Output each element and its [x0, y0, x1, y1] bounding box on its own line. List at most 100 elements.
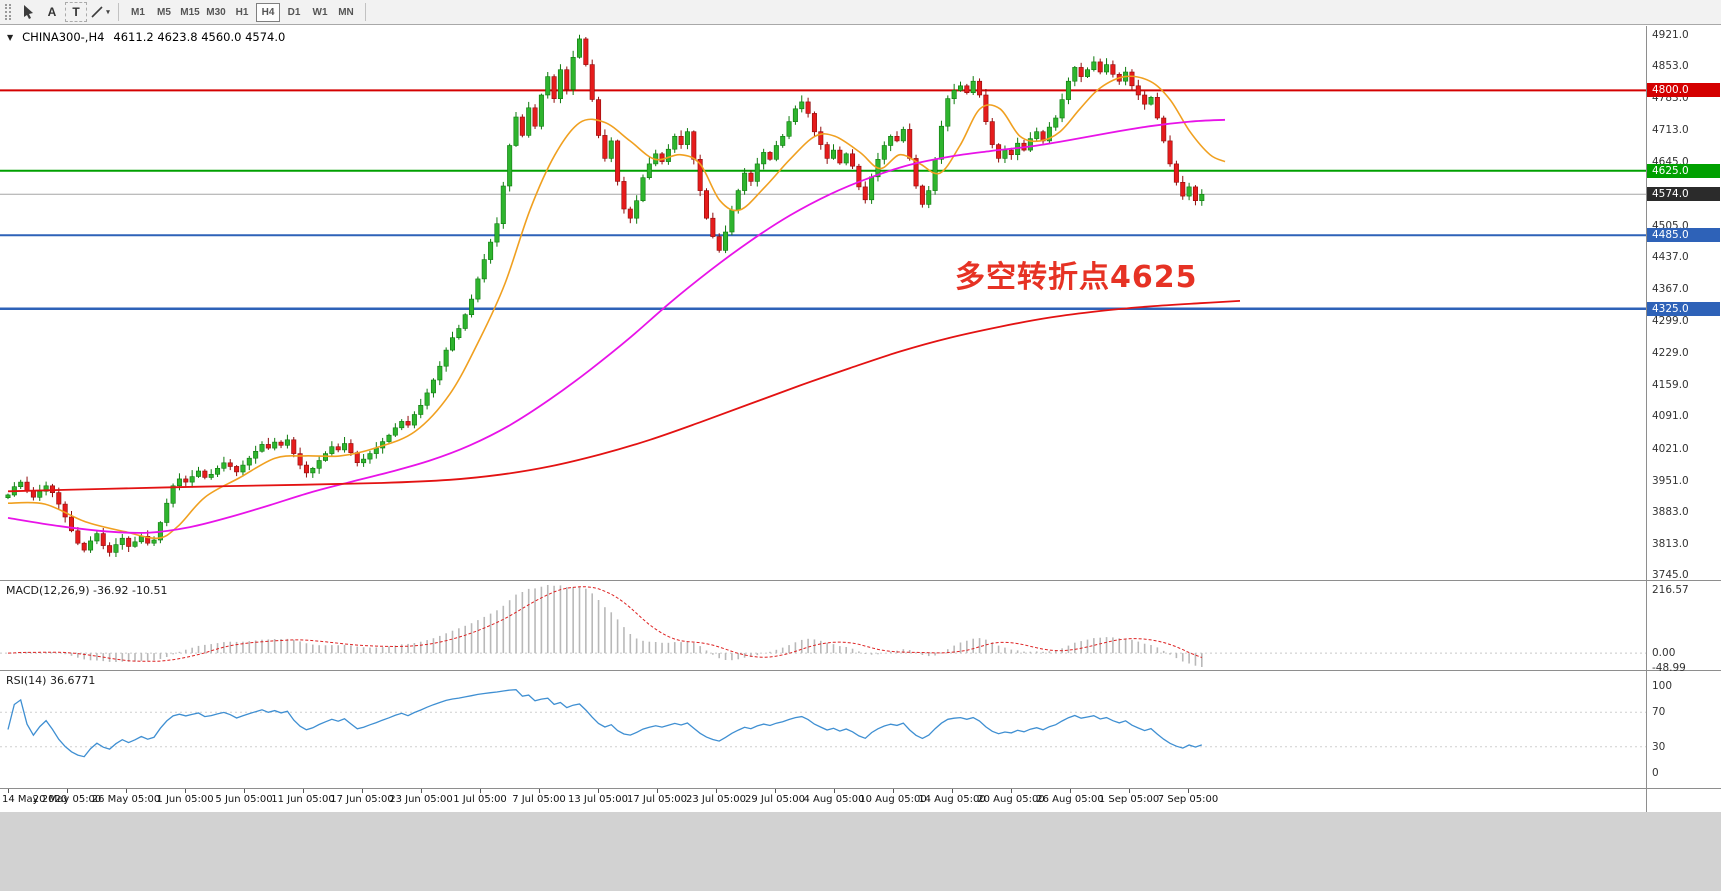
price-tick-label: 3745.0 — [1652, 569, 1689, 581]
rsi-tick-label: 70 — [1652, 706, 1666, 718]
price-tick-label: 4021.0 — [1652, 443, 1689, 455]
chart-annotation-text[interactable]: 多空转折点4625 — [955, 260, 1198, 295]
time-tick — [598, 789, 599, 793]
timeframe-button-d1[interactable]: D1 — [282, 3, 306, 22]
timeframe-button-m30[interactable]: M30 — [204, 3, 228, 22]
time-tick-label: 20 May 05:00 — [32, 794, 102, 805]
price-tick-label: 4299.0 — [1652, 315, 1689, 327]
macd-histogram — [13, 585, 1203, 667]
time-tick — [539, 789, 540, 793]
toolbar-separator — [118, 3, 119, 21]
toolbar-grip[interactable] — [5, 4, 11, 20]
rsi-tick-label: 30 — [1652, 741, 1666, 753]
time-tick — [1011, 789, 1012, 793]
time-tick-label: 11 Jun 05:00 — [271, 794, 335, 805]
chevron-down-icon: ▾ — [106, 9, 110, 16]
time-tick — [8, 789, 9, 793]
timeframe-button-h1[interactable]: H1 — [230, 3, 254, 22]
time-tick-label: 13 Jul 05:00 — [568, 794, 628, 805]
time-tick — [1129, 789, 1130, 793]
time-tick-label: 14 May 2020 — [2, 794, 68, 805]
time-tick — [775, 789, 776, 793]
macd-indicator-label: MACD(12,26,9) -36.92 -10.51 — [6, 584, 168, 597]
toolbar-separator — [365, 3, 366, 21]
time-tick-label: 23 Jul 05:00 — [686, 794, 746, 805]
time-tick — [421, 789, 422, 793]
trendline-icon — [91, 6, 103, 18]
time-tick-label: 1 Sep 05:00 — [1098, 794, 1160, 805]
price-tick-label: 4229.0 — [1652, 347, 1689, 359]
time-tick — [716, 789, 717, 793]
price-tick-label: 4853.0 — [1652, 60, 1689, 72]
time-tick-label: 17 Jun 05:00 — [330, 794, 394, 805]
macd-tick-label: -48.99 — [1652, 662, 1686, 674]
macd-tick-label: 0.00 — [1652, 647, 1676, 659]
text-tool-button[interactable]: T — [65, 2, 87, 22]
draw-tool-button[interactable]: ▾ — [89, 2, 111, 22]
time-tick-label: 1 Jun 05:00 — [156, 794, 214, 805]
time-tick-label: 14 Aug 05:00 — [918, 794, 986, 805]
price-tick-label: 4091.0 — [1652, 410, 1689, 422]
timeframe-button-mn[interactable]: MN — [334, 3, 358, 22]
time-tick — [1188, 789, 1189, 793]
chart-region: ▼ CHINA300-,H4 4611.2 4623.8 4560.0 4574… — [0, 26, 1721, 812]
chevron-down-icon[interactable]: ▼ — [7, 32, 14, 42]
time-tick — [244, 789, 245, 793]
time-tick-label: 7 Sep 05:00 — [1157, 794, 1219, 805]
timeframe-button-m5[interactable]: M5 — [152, 3, 176, 22]
time-tick-label: 7 Jul 05:00 — [512, 794, 566, 805]
price-tick-label: 4367.0 — [1652, 283, 1689, 295]
time-tick — [480, 789, 481, 793]
price-badge-4800.0: 4800.0 — [1647, 83, 1720, 97]
medium-ma-line[interactable] — [7, 118, 1226, 534]
price-tick-label: 4921.0 — [1652, 29, 1689, 41]
macd-signal-line — [7, 586, 1202, 662]
price-badge-4325.0: 4325.0 — [1647, 302, 1720, 316]
price-badge-4574.0: 4574.0 — [1647, 187, 1720, 201]
window-background — [0, 812, 1721, 891]
time-tick-label: 1 Jul 05:00 — [453, 794, 507, 805]
rsi-canvas[interactable] — [0, 671, 1646, 788]
timeframe-group: M1 M5 M15 M30 H1 H4 D1 W1 MN — [125, 2, 359, 22]
time-tick — [834, 789, 835, 793]
timeframe-button-w1[interactable]: W1 — [308, 3, 332, 22]
time-tick-label: 29 Jul 05:00 — [745, 794, 805, 805]
price-badge-4485.0: 4485.0 — [1647, 228, 1720, 242]
panel-separator[interactable] — [0, 580, 1721, 581]
time-tick — [893, 789, 894, 793]
slow-ma-line[interactable] — [7, 300, 1241, 493]
time-tick — [1070, 789, 1071, 793]
time-tick-label: 4 Aug 05:00 — [803, 794, 865, 805]
ohlc-readout: 4611.2 4623.8 4560.0 4574.0 — [113, 30, 286, 44]
timeframe-button-h4[interactable]: H4 — [256, 2, 280, 22]
cursor-tool-button[interactable] — [17, 2, 39, 22]
toolbar: A T ▾ M1 M5 M15 M30 H1 H4 D1 W1 MN — [0, 0, 1721, 25]
price-chart-canvas[interactable] — [0, 26, 1646, 580]
time-tick-label: 26 Aug 05:00 — [1036, 794, 1104, 805]
timeframe-button-m15[interactable]: M15 — [178, 3, 202, 22]
time-tick-label: 20 Aug 05:00 — [977, 794, 1045, 805]
symbol-header: ▼ CHINA300-,H4 4611.2 4623.8 4560.0 4574… — [7, 30, 285, 44]
timeframe-button-m1[interactable]: M1 — [126, 3, 150, 22]
time-tick-label: 26 May 05:00 — [91, 794, 161, 805]
time-tick-label: 5 Jun 05:00 — [215, 794, 273, 805]
time-tick-label: 17 Jul 05:00 — [627, 794, 687, 805]
price-tick-label: 4159.0 — [1652, 379, 1689, 391]
macd-canvas[interactable] — [0, 581, 1646, 670]
fast-ma-line[interactable] — [7, 75, 1226, 540]
price-tick-label: 3951.0 — [1652, 475, 1689, 487]
rsi-tick-label: 100 — [1652, 680, 1673, 692]
symbol-name: CHINA300-,H4 — [22, 30, 105, 44]
time-tick — [362, 789, 363, 793]
time-tick — [657, 789, 658, 793]
text-label-tool-button[interactable]: A — [41, 2, 63, 22]
price-axis-divider — [1646, 26, 1647, 812]
price-tick-label: 4713.0 — [1652, 124, 1689, 136]
price-tick-label: 3883.0 — [1652, 506, 1689, 518]
rsi-tick-label: 0 — [1652, 767, 1659, 779]
time-tick — [67, 789, 68, 793]
time-tick-label: 10 Aug 05:00 — [859, 794, 927, 805]
panel-separator[interactable] — [0, 670, 1721, 671]
candlestick-series — [5, 34, 1205, 557]
